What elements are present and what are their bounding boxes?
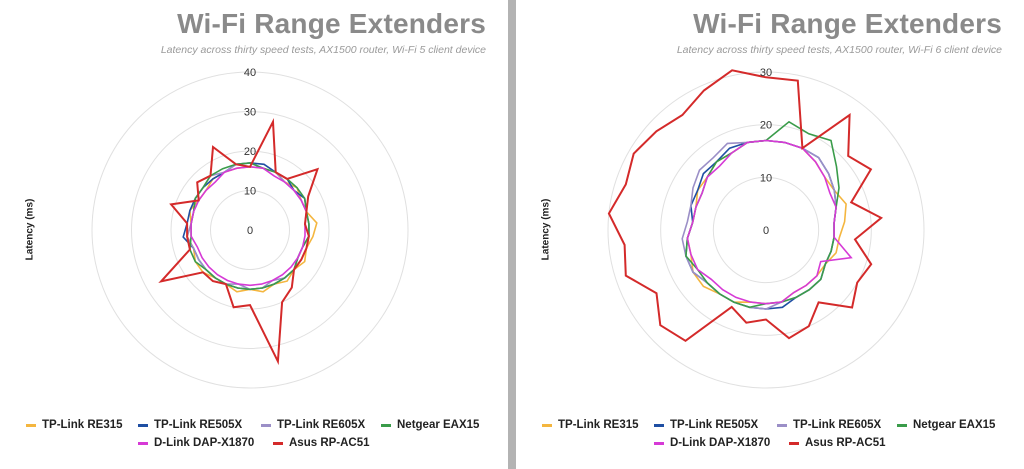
legend-swatch: [138, 423, 148, 427]
legend-label: TP-Link RE315: [558, 419, 639, 431]
legend-label: Asus RP-AC51: [805, 437, 886, 449]
legend-label: TP-Link RE505X: [670, 419, 759, 431]
legend-swatch: [654, 441, 664, 445]
legend-label: D-Link DAP-X1870: [670, 437, 771, 449]
legend-label: Netgear EAX15: [913, 419, 996, 431]
legend-label: TP-Link RE605X: [277, 419, 366, 431]
tick-label: 30: [760, 67, 772, 79]
grid-circle: [91, 71, 409, 389]
legend-swatch: [897, 423, 907, 427]
legend-item-tp-link-re505x: TP-Link RE505X: [654, 419, 758, 431]
tick-label: 10: [244, 186, 256, 198]
legend-label: Asus RP-AC51: [289, 437, 370, 449]
tick-label: 0: [763, 225, 769, 237]
radar-chart-right: 0 10 20 30: [607, 67, 925, 389]
legend-item-tp-link-re505x: TP-Link RE505X: [138, 419, 242, 431]
tick-label: 40: [244, 67, 256, 79]
legend-label: TP-Link RE505X: [154, 419, 243, 431]
legend-item-netgear-eax15: Netgear EAX15: [897, 419, 995, 431]
legend-swatch: [789, 441, 799, 445]
tick-label: 10: [760, 172, 772, 184]
legend-item-tp-link-re605x: TP-Link RE605X: [777, 419, 881, 431]
chart-subtitle-right: Latency across thirty speed tests, AX150…: [676, 44, 1002, 56]
legend-label: TP-Link RE605X: [793, 419, 882, 431]
series-line-netgear-eax15: [189, 162, 310, 291]
chart-panel-right: Wi-Fi Range Extenders Latency across thi…: [516, 0, 1024, 469]
grid-circle: [712, 176, 820, 284]
legend-swatch: [542, 423, 552, 427]
legend-swatch: [26, 423, 36, 427]
chart-title-left: Wi-Fi Range Extenders: [177, 8, 486, 39]
legend-item-asus-rp-ac51: Asus RP-AC51: [789, 437, 886, 449]
legend-item-tp-link-re315: TP-Link RE315: [26, 419, 123, 431]
legend-item-d-link-dap-x1870: D-Link DAP-X1870: [654, 437, 770, 449]
tick-label: 30: [244, 107, 256, 119]
legend-swatch: [261, 423, 271, 427]
grid-circle: [131, 111, 369, 349]
series-line-tp-link-re605x: [681, 139, 837, 310]
legend-label: D-Link DAP-X1870: [154, 437, 255, 449]
chart-title-right: Wi-Fi Range Extenders: [693, 8, 1002, 39]
grid-circle: [210, 190, 290, 270]
series-line-asus-rp-ac51: [607, 69, 884, 343]
tick-label: 20: [760, 120, 772, 132]
legend-swatch: [273, 441, 283, 445]
chart-panel-left: Wi-Fi Range Extenders Latency across thi…: [0, 0, 508, 469]
radar-chart-left: 0 10 20 30 40: [91, 67, 409, 389]
legend-label: Netgear EAX15: [397, 419, 480, 431]
grid-circle: [660, 124, 872, 336]
tick-label: 20: [244, 146, 256, 158]
chart-subtitle-left: Latency across thirty speed tests, AX150…: [160, 44, 486, 56]
legend-item-netgear-eax15: Netgear EAX15: [381, 419, 479, 431]
series-line-d-link-dap-x1870: [686, 139, 853, 305]
legend-item-tp-link-re315: TP-Link RE315: [542, 419, 639, 431]
grid-circle: [170, 150, 330, 310]
legend-swatch: [381, 423, 391, 427]
legend-label: TP-Link RE315: [42, 419, 123, 431]
legend-item-asus-rp-ac51: Asus RP-AC51: [273, 437, 370, 449]
series-line-asus-rp-ac51: [158, 118, 320, 366]
grid-circle: [607, 71, 925, 389]
legend-swatch: [777, 423, 787, 427]
legend-item-d-link-dap-x1870: D-Link DAP-X1870: [138, 437, 254, 449]
legend-item-tp-link-re605x: TP-Link RE605X: [261, 419, 365, 431]
tick-label: 0: [247, 225, 253, 237]
legend-swatch: [654, 423, 664, 427]
legend-swatch: [138, 441, 148, 445]
